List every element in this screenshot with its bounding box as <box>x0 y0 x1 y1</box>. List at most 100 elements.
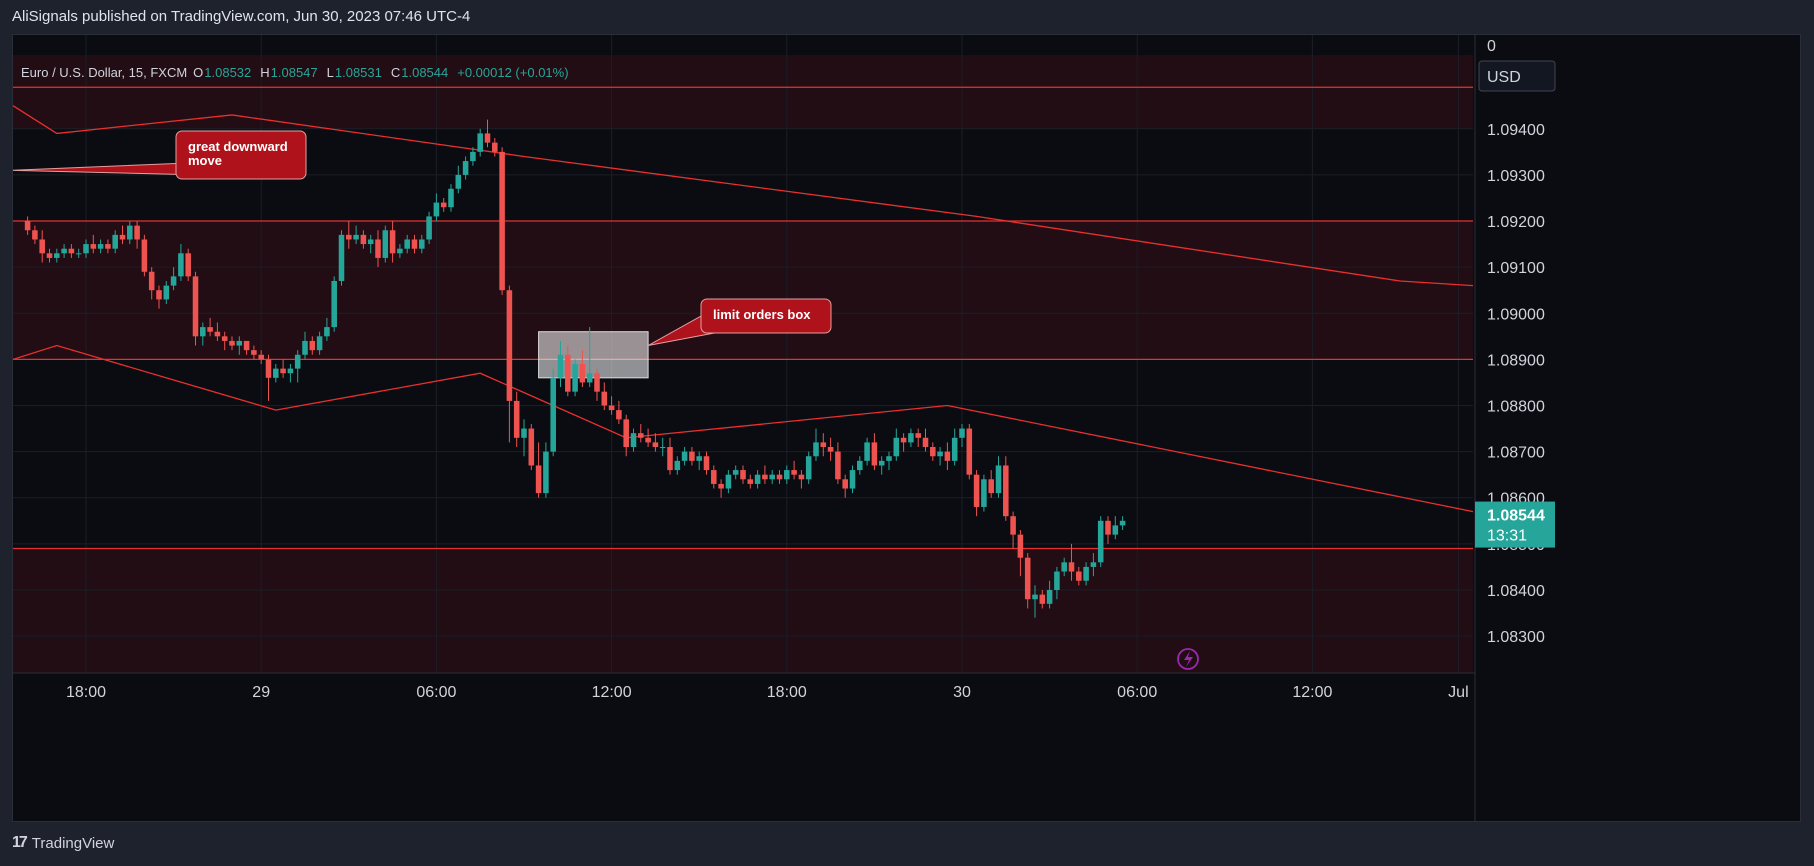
candle-body[interactable] <box>1119 520 1126 526</box>
candle-body[interactable] <box>433 202 440 217</box>
callout-box[interactable] <box>175 130 307 180</box>
candle-body[interactable] <box>97 244 104 249</box>
candle-body[interactable] <box>550 377 556 452</box>
candle-body[interactable] <box>1061 562 1067 572</box>
candle-body[interactable] <box>842 479 848 489</box>
candle-body[interactable] <box>1017 534 1024 558</box>
candle-body[interactable] <box>857 460 863 471</box>
candle-body[interactable] <box>535 465 542 494</box>
candle-body[interactable] <box>112 234 118 249</box>
candle-body[interactable] <box>273 368 279 378</box>
candle-body[interactable] <box>988 479 994 494</box>
candle-body[interactable] <box>944 451 951 461</box>
candle-body[interactable] <box>1046 589 1053 604</box>
candle-body[interactable] <box>178 253 184 277</box>
candle-body[interactable] <box>732 470 739 475</box>
candle-body[interactable] <box>725 474 732 489</box>
trendline-0[interactable] <box>13 105 1474 287</box>
candle-body[interactable] <box>849 470 856 489</box>
candle-body[interactable] <box>820 442 827 448</box>
candle-body[interactable] <box>75 253 82 255</box>
candle-body[interactable] <box>258 354 264 360</box>
candle-body[interactable] <box>470 151 476 162</box>
candle-body[interactable] <box>951 437 958 461</box>
candle-body[interactable] <box>375 239 381 258</box>
candle-body[interactable] <box>389 230 396 254</box>
candle-body[interactable] <box>200 327 206 337</box>
candle-body[interactable] <box>659 447 666 449</box>
candle-body[interactable] <box>477 133 483 152</box>
candle-body[interactable] <box>426 216 432 240</box>
candle-body[interactable] <box>608 405 615 411</box>
candle-body[interactable] <box>156 290 162 300</box>
candle-body[interactable] <box>331 280 337 328</box>
candle-body[interactable] <box>557 354 564 378</box>
candle-body[interactable] <box>353 234 359 240</box>
candle-body[interactable] <box>908 433 914 443</box>
candle-body[interactable] <box>776 474 783 480</box>
candle-body[interactable] <box>995 465 1002 494</box>
candle-body[interactable] <box>185 253 191 277</box>
candle-body[interactable] <box>39 239 45 254</box>
candle-body[interactable] <box>674 460 681 471</box>
candle-body[interactable] <box>572 364 578 392</box>
candle-body[interactable] <box>229 340 235 346</box>
candle-body[interactable] <box>221 336 228 341</box>
candle-body[interactable] <box>1097 520 1104 563</box>
candle-body[interactable] <box>24 221 31 231</box>
candle-body[interactable] <box>827 447 834 452</box>
candle-body[interactable] <box>871 442 878 466</box>
candle-body[interactable] <box>922 437 929 448</box>
candle-body[interactable] <box>382 230 389 258</box>
candle-body[interactable] <box>798 474 805 480</box>
candle-body[interactable] <box>287 368 294 374</box>
candle-body[interactable] <box>148 271 155 291</box>
currency-label[interactable]: USD <box>1487 69 1521 86</box>
candle-body[interactable] <box>163 285 170 300</box>
candle-body[interactable] <box>864 442 870 461</box>
callout-box[interactable] <box>700 298 832 334</box>
candle-body[interactable] <box>411 239 418 249</box>
candle-body[interactable] <box>579 364 586 383</box>
candle-body[interactable] <box>528 428 535 466</box>
candle-body[interactable] <box>316 336 323 351</box>
candle-body[interactable] <box>1076 571 1082 581</box>
candle-body[interactable] <box>791 470 797 475</box>
candle-body[interactable] <box>652 442 659 448</box>
candle-body[interactable] <box>667 447 673 471</box>
limit-orders-box[interactable] <box>538 331 649 379</box>
candle-body[interactable] <box>740 470 746 480</box>
candle-body[interactable] <box>265 359 272 378</box>
candle-body[interactable] <box>784 470 790 480</box>
candle-body[interactable] <box>207 327 213 332</box>
candle-body[interactable] <box>747 479 754 484</box>
candle-body[interactable] <box>1090 562 1097 567</box>
candle-body[interactable] <box>68 248 75 254</box>
candle-body[interactable] <box>1054 571 1060 590</box>
candle-body[interactable] <box>506 290 513 401</box>
candle-body[interactable] <box>623 419 629 448</box>
candle-body[interactable] <box>367 239 374 245</box>
candle-body[interactable] <box>492 142 498 152</box>
candle-body[interactable] <box>302 340 308 355</box>
candle-body[interactable] <box>484 133 491 143</box>
candle-body[interactable] <box>243 340 250 351</box>
candle-body[interactable] <box>711 470 717 484</box>
tradingview-footer[interactable]: 17 TradingView <box>12 834 114 852</box>
candle-body[interactable] <box>689 451 695 461</box>
candle-body[interactable] <box>1083 566 1089 581</box>
candle-body[interactable] <box>703 456 710 471</box>
candle-body[interactable] <box>32 230 38 240</box>
candle-body[interactable] <box>338 234 345 281</box>
candle-body[interactable] <box>513 400 520 438</box>
candle-body[interactable] <box>397 248 403 254</box>
candle-body[interactable] <box>83 244 89 254</box>
candle-body[interactable] <box>251 350 257 355</box>
candle-body[interactable] <box>878 460 885 466</box>
candle-body[interactable] <box>499 151 505 291</box>
candle-body[interactable] <box>981 479 987 507</box>
candle-body[interactable] <box>754 474 761 484</box>
candle-body[interactable] <box>105 244 111 249</box>
candle-body[interactable] <box>1105 520 1111 535</box>
